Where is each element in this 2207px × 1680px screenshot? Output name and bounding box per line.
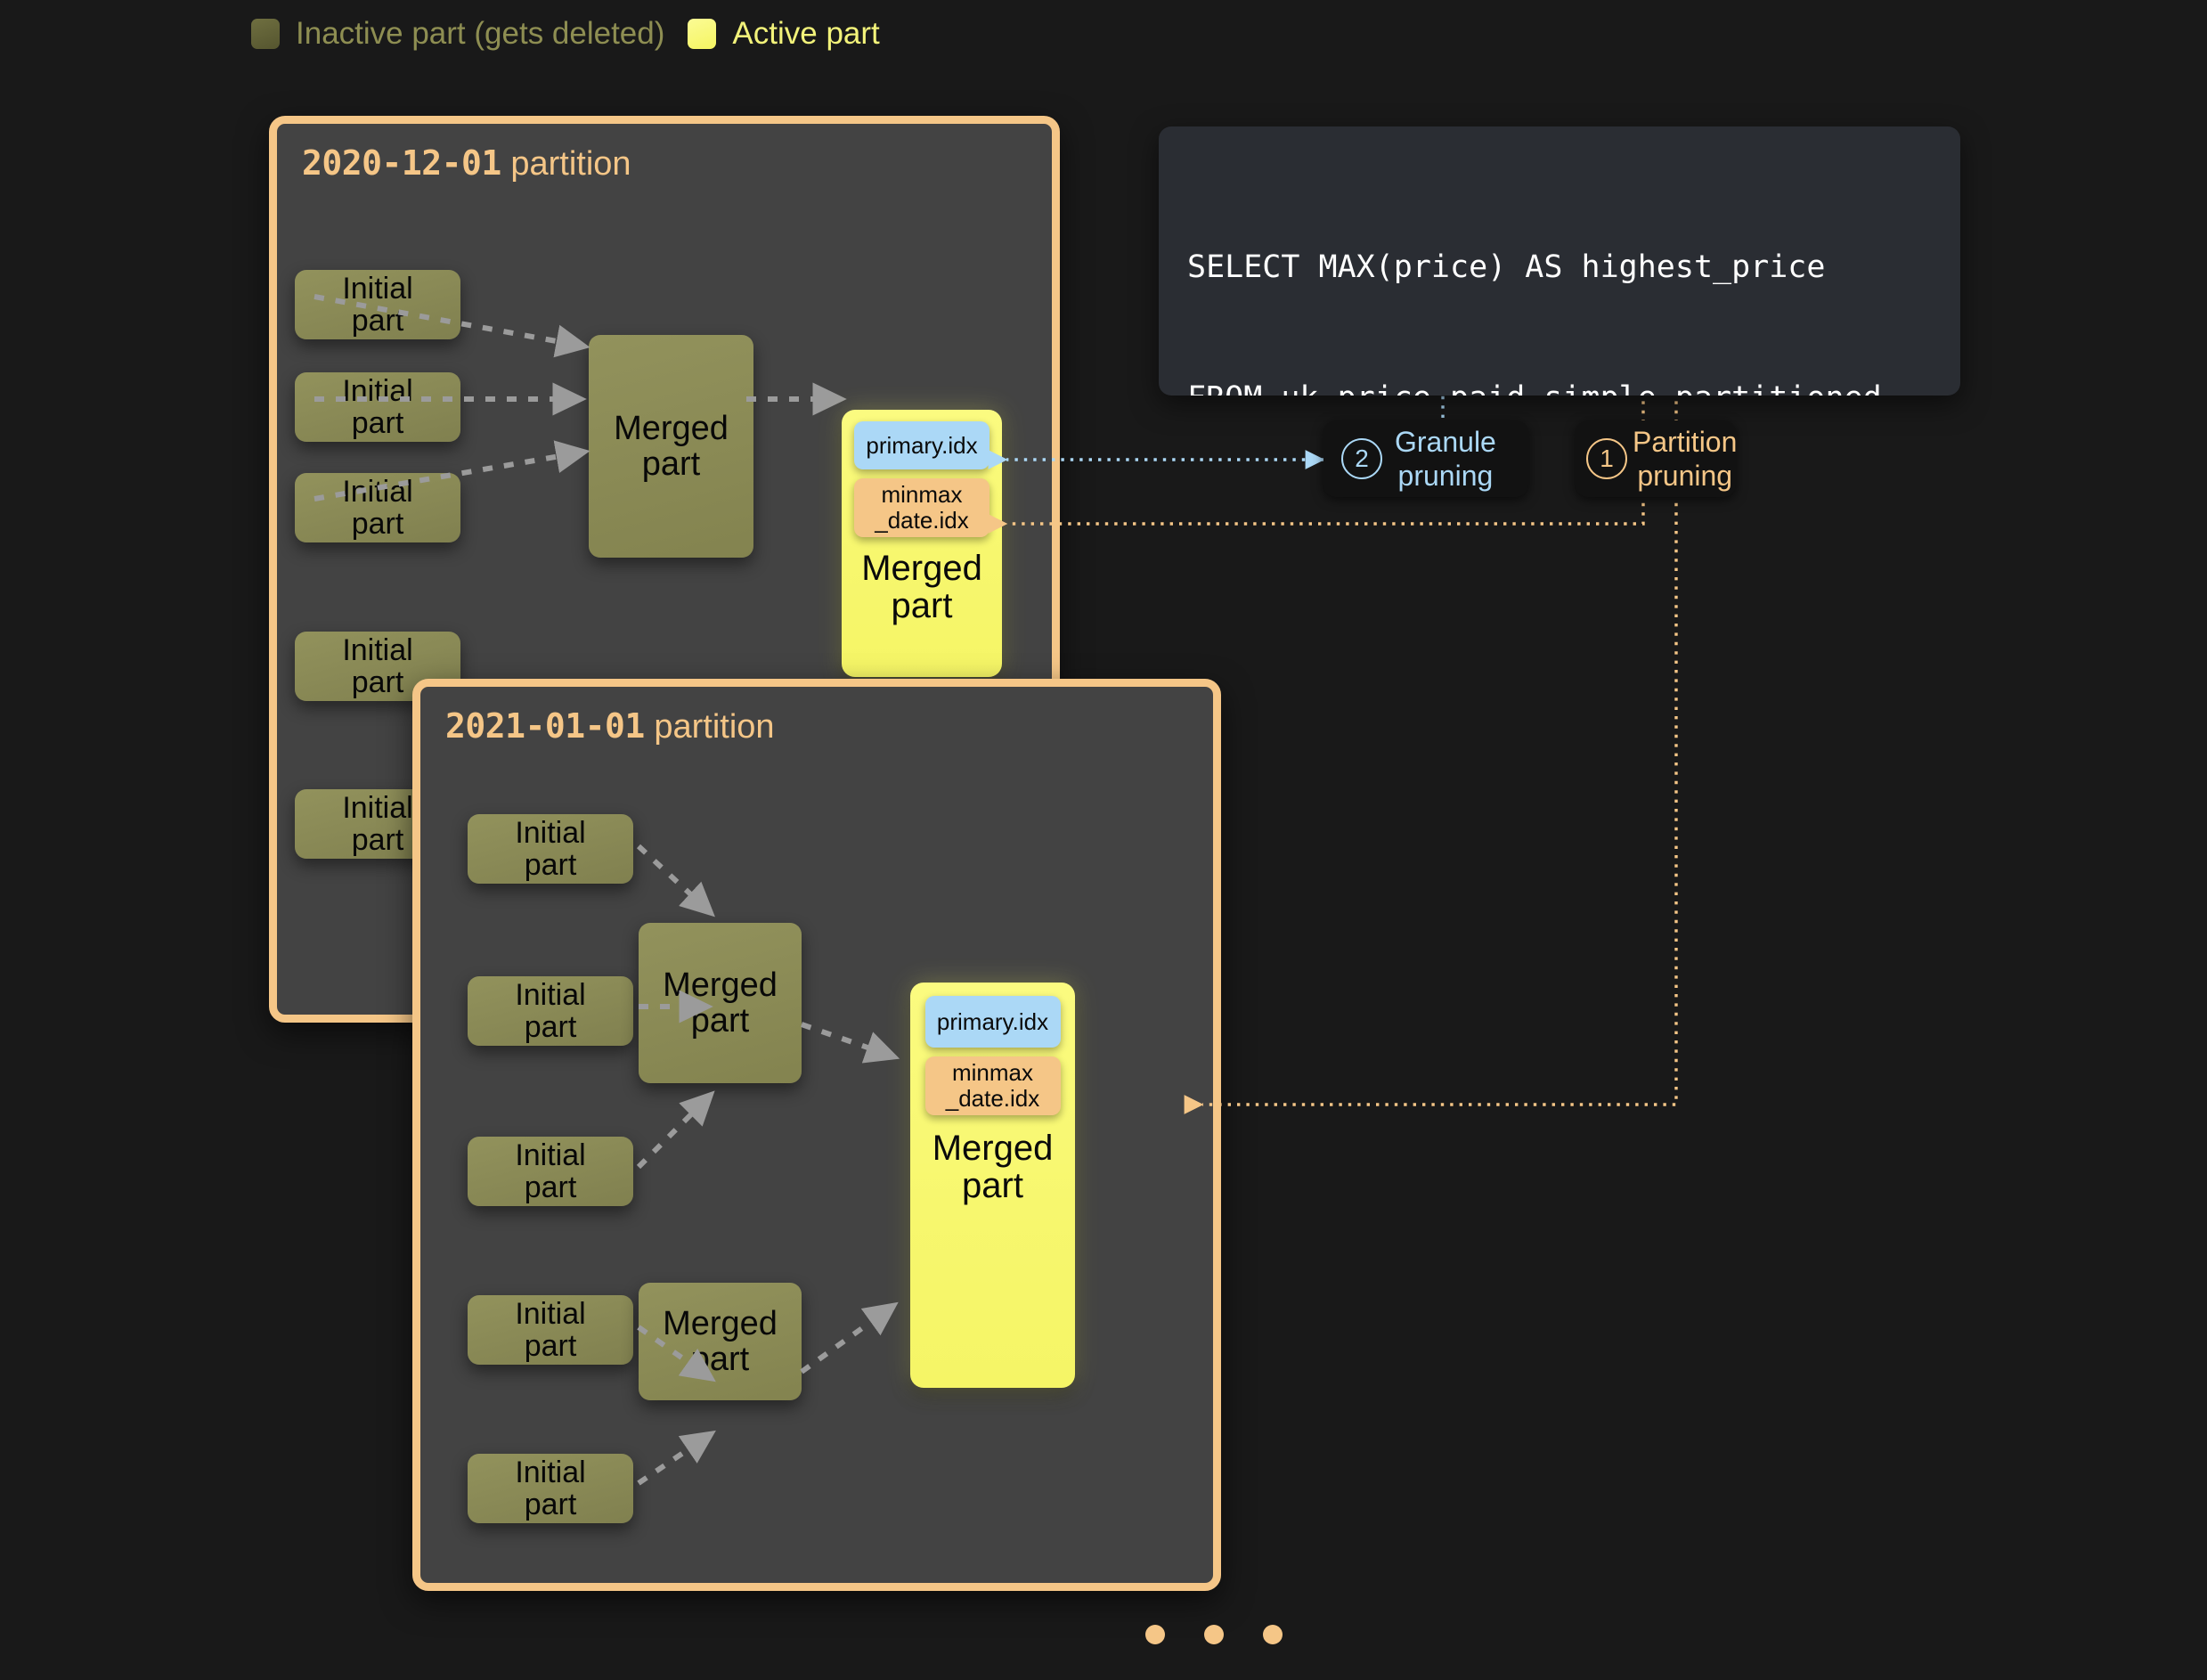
minmax-idx-chip[interactable]: minmax _date.idx xyxy=(854,478,989,537)
part-label-line1: Initial xyxy=(342,271,413,306)
part-label-line1: Initial xyxy=(342,790,413,825)
callout-number-2: 2 xyxy=(1341,438,1382,479)
callout-granule-pruning[interactable]: 2 Granule pruning xyxy=(1323,420,1528,497)
callout-partition-line2: pruning xyxy=(1637,460,1733,492)
initial-part[interactable]: Initial part xyxy=(468,814,633,884)
minmax-idx-label-line1: minmax xyxy=(881,481,963,509)
part-label-line2: part xyxy=(524,1170,577,1204)
initial-part[interactable]: Initial part xyxy=(468,1137,633,1206)
partition-box-2021-01-01[interactable]: 2021-01-01 partition Initial part Initia… xyxy=(412,679,1221,1591)
active-swatch-icon xyxy=(688,18,717,49)
part-label-line2: part xyxy=(351,823,404,857)
initial-part[interactable]: Initial part xyxy=(468,976,633,1046)
legend-entry-active: Active part xyxy=(688,16,880,51)
part-label-line1: Initial xyxy=(515,1296,586,1331)
part-label-line1: Merged xyxy=(861,549,982,588)
part-label-line2: part xyxy=(962,1166,1023,1206)
inactive-swatch-icon xyxy=(251,18,280,49)
callout-granule-label: Granule pruning xyxy=(1395,425,1496,493)
legend-label-inactive: Inactive part (gets deleted) xyxy=(296,16,665,51)
merged-part-active-label: Merged part xyxy=(932,1130,1054,1205)
part-label-line1: Initial xyxy=(515,977,586,1012)
partition-date-2020: 2020-12-01 xyxy=(302,143,501,183)
initial-part[interactable]: Initial part xyxy=(295,270,460,339)
legend-entry-inactive: Inactive part (gets deleted) xyxy=(251,18,664,49)
initial-part[interactable]: Initial part xyxy=(295,473,460,542)
part-label-line1: Initial xyxy=(515,1455,586,1489)
initial-part[interactable]: Initial part xyxy=(468,1295,633,1365)
merged-part-inactive[interactable]: Merged part xyxy=(639,1283,802,1400)
primary-idx-chip[interactable]: primary.idx xyxy=(924,996,1061,1048)
part-label-line1: Merged xyxy=(663,966,778,1004)
part-label-line2: part xyxy=(351,507,404,541)
part-label-line2: part xyxy=(524,1010,577,1044)
callout-partition-label: Partition pruning xyxy=(1633,425,1737,493)
sql-code-block: SELECT MAX(price) AS highest_price FROM … xyxy=(1187,159,1882,396)
callout-partition-line1: Partition xyxy=(1633,426,1738,458)
part-label-line2: part xyxy=(690,1341,750,1378)
minmax-idx-chip[interactable]: minmax _date.idx xyxy=(924,1056,1061,1115)
initial-part[interactable]: Initial part xyxy=(295,372,460,442)
primary-idx-label: primary.idx xyxy=(866,431,978,459)
partition-date-2021: 2021-01-01 xyxy=(445,706,645,746)
callout-granule-line1: Granule xyxy=(1395,426,1496,458)
legend: Inactive part (gets deleted) Active part xyxy=(251,18,880,49)
partition-title-2020: 2020-12-01 partition xyxy=(302,143,631,183)
part-label-line2: part xyxy=(641,445,701,483)
primary-idx-chip[interactable]: primary.idx xyxy=(854,421,989,469)
part-label-line1: Merged xyxy=(932,1129,1054,1168)
partition-suffix-2020: partition xyxy=(501,145,631,183)
part-label-line2: part xyxy=(351,406,404,440)
minmax-idx-label-line2: _date.idx xyxy=(945,1085,1040,1112)
part-label-line1: Initial xyxy=(342,373,413,408)
part-label-line2: part xyxy=(524,848,577,882)
part-label-line1: Initial xyxy=(342,632,413,667)
part-label-line2: part xyxy=(351,665,404,699)
merged-part-active-2021[interactable]: primary.idx minmax _date.idx Merged part xyxy=(910,983,1075,1388)
sql-line-1: SELECT MAX(price) AS highest_price xyxy=(1187,246,1882,290)
sql-query-card[interactable]: SELECT MAX(price) AS highest_price FROM … xyxy=(1159,126,1960,396)
part-label-line2: part xyxy=(524,1329,577,1363)
callout-granule-line2: pruning xyxy=(1397,460,1494,492)
part-label-line2: part xyxy=(524,1488,577,1521)
pager-dot-1[interactable] xyxy=(1145,1625,1165,1644)
sql-line-2: FROM uk_price_paid_simple_partitioned xyxy=(1187,377,1882,396)
merged-part-inactive[interactable]: Merged part xyxy=(589,335,753,558)
partition-title-2021: 2021-01-01 partition xyxy=(445,706,775,746)
part-label-line1: Merged xyxy=(663,1304,778,1342)
part-label-line2: part xyxy=(690,1002,750,1040)
partition-suffix-2021: partition xyxy=(644,708,775,746)
pagination-dots[interactable] xyxy=(1145,1625,1283,1644)
merged-part-active-label: Merged part xyxy=(861,550,982,625)
initial-part[interactable]: Initial part xyxy=(468,1454,633,1523)
part-label-line1: Initial xyxy=(515,815,586,850)
legend-label-active: Active part xyxy=(732,16,880,51)
pager-dot-2[interactable] xyxy=(1204,1625,1224,1644)
part-label-line1: Merged xyxy=(614,409,729,447)
part-label-line1: Initial xyxy=(342,474,413,509)
callout-partition-pruning[interactable]: 1 Partition pruning xyxy=(1576,420,1737,497)
minmax-idx-label-line1: minmax xyxy=(951,1059,1033,1087)
merged-part-inactive[interactable]: Merged part xyxy=(639,923,802,1083)
sql-line-1-text: SELECT MAX(price) AS highest_price xyxy=(1187,249,1826,285)
minmax-idx-label-line2: _date.idx xyxy=(875,507,969,534)
primary-idx-label: primary.idx xyxy=(936,1007,1049,1035)
part-label-line2: part xyxy=(891,586,953,626)
part-label-line1: Initial xyxy=(515,1138,586,1172)
pager-dot-3[interactable] xyxy=(1263,1625,1283,1644)
merged-part-active-2020[interactable]: primary.idx minmax _date.idx Merged part xyxy=(842,410,1002,677)
part-label-line2: part xyxy=(351,304,404,338)
callout-number-1: 1 xyxy=(1586,438,1627,479)
sql-line-2-text: FROM uk_price_paid_simple_partitioned xyxy=(1187,380,1882,396)
